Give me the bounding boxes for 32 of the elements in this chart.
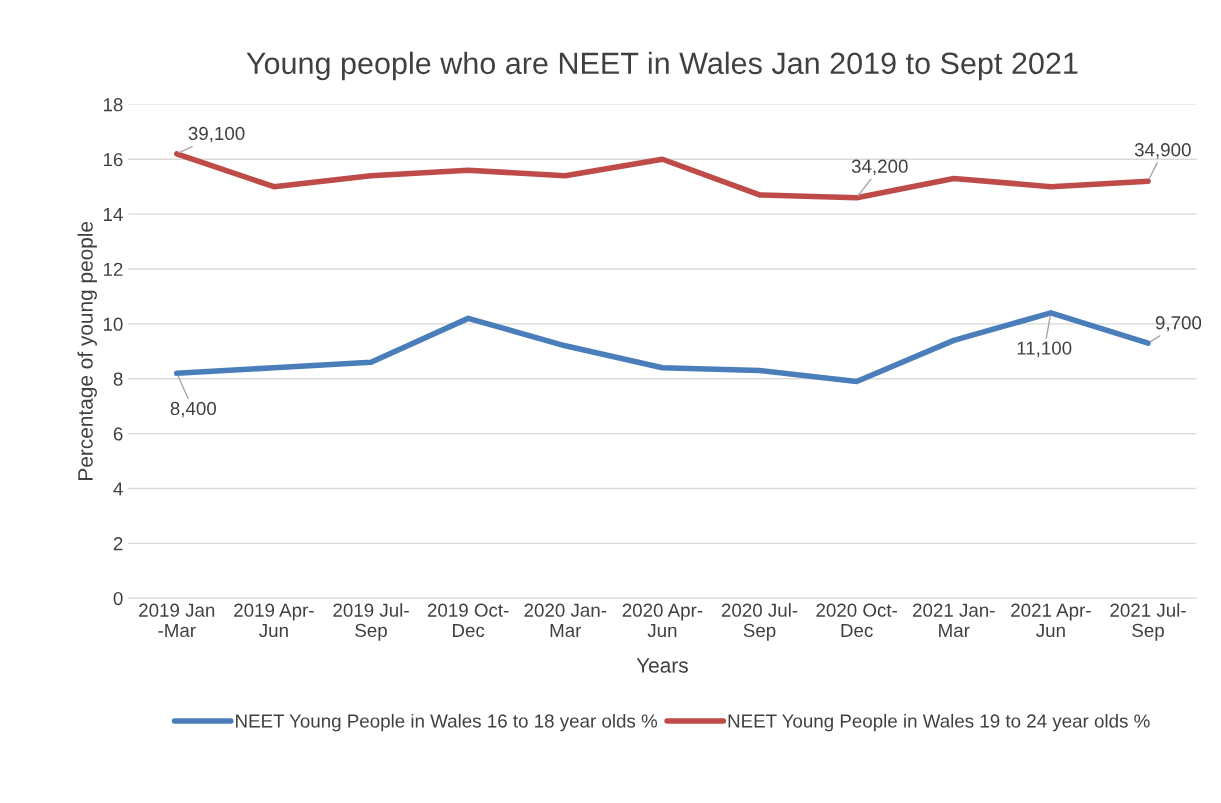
legend-label: NEET Young People in Wales 16 to 18 year olds % [236, 713, 658, 732]
annotation: 8,400 [170, 401, 217, 418]
annotation: 9,700 [1155, 316, 1202, 332]
x-axis-title: Years [636, 658, 688, 673]
y-tick-label: 4 [113, 482, 123, 496]
x-tick-label: 2021 Apr- Jun [1011, 603, 1091, 638]
x-tick-label: 2019 Oct- Dec [427, 603, 509, 638]
y-tick-label: 2 [113, 537, 123, 551]
x-tick-label: 2020 Oct- Dec [816, 603, 897, 638]
chart-title: Young people who are NEET in Wales Jan 2019 to Sept 2021 [246, 51, 1078, 81]
x-tick-label: 2020 Apr- Jun [622, 603, 703, 638]
y-tick-label: 0 [113, 591, 123, 606]
x-tick-label: 2020 Jan- Mar [524, 603, 607, 638]
annotation: 39,100 [188, 126, 245, 143]
annotation: 34,900 [1134, 143, 1191, 159]
y-tick-label: 18 [103, 98, 123, 112]
y-tick-label: 8 [113, 372, 123, 386]
annotation: 34,200 [851, 159, 908, 176]
x-tick-label: 2019 Jan -Mar [139, 603, 215, 638]
y-tick-label: 16 [103, 152, 123, 167]
y-tick-label: 6 [113, 427, 123, 441]
y-axis-title: Percentage of young people [77, 221, 97, 480]
x-tick-label: 2021 Jul- Sep [1110, 603, 1186, 641]
y-tick-label: 12 [103, 262, 123, 276]
x-tick-label: 2020 Jul- Sep [721, 603, 798, 641]
x-tick-label: 2021 Jan- Mar [913, 603, 995, 638]
y-tick-label: 14 [103, 208, 123, 221]
legend-label: NEET Young People in Wales 19 to 24 year olds % [728, 713, 1150, 732]
annotation: 11,100 [1017, 341, 1072, 357]
x-tick-label: 2019 Jul- Sep [333, 603, 409, 641]
y-tick-label: 10 [103, 317, 123, 331]
x-tick-label: 2019 Apr- Jun [234, 603, 314, 638]
